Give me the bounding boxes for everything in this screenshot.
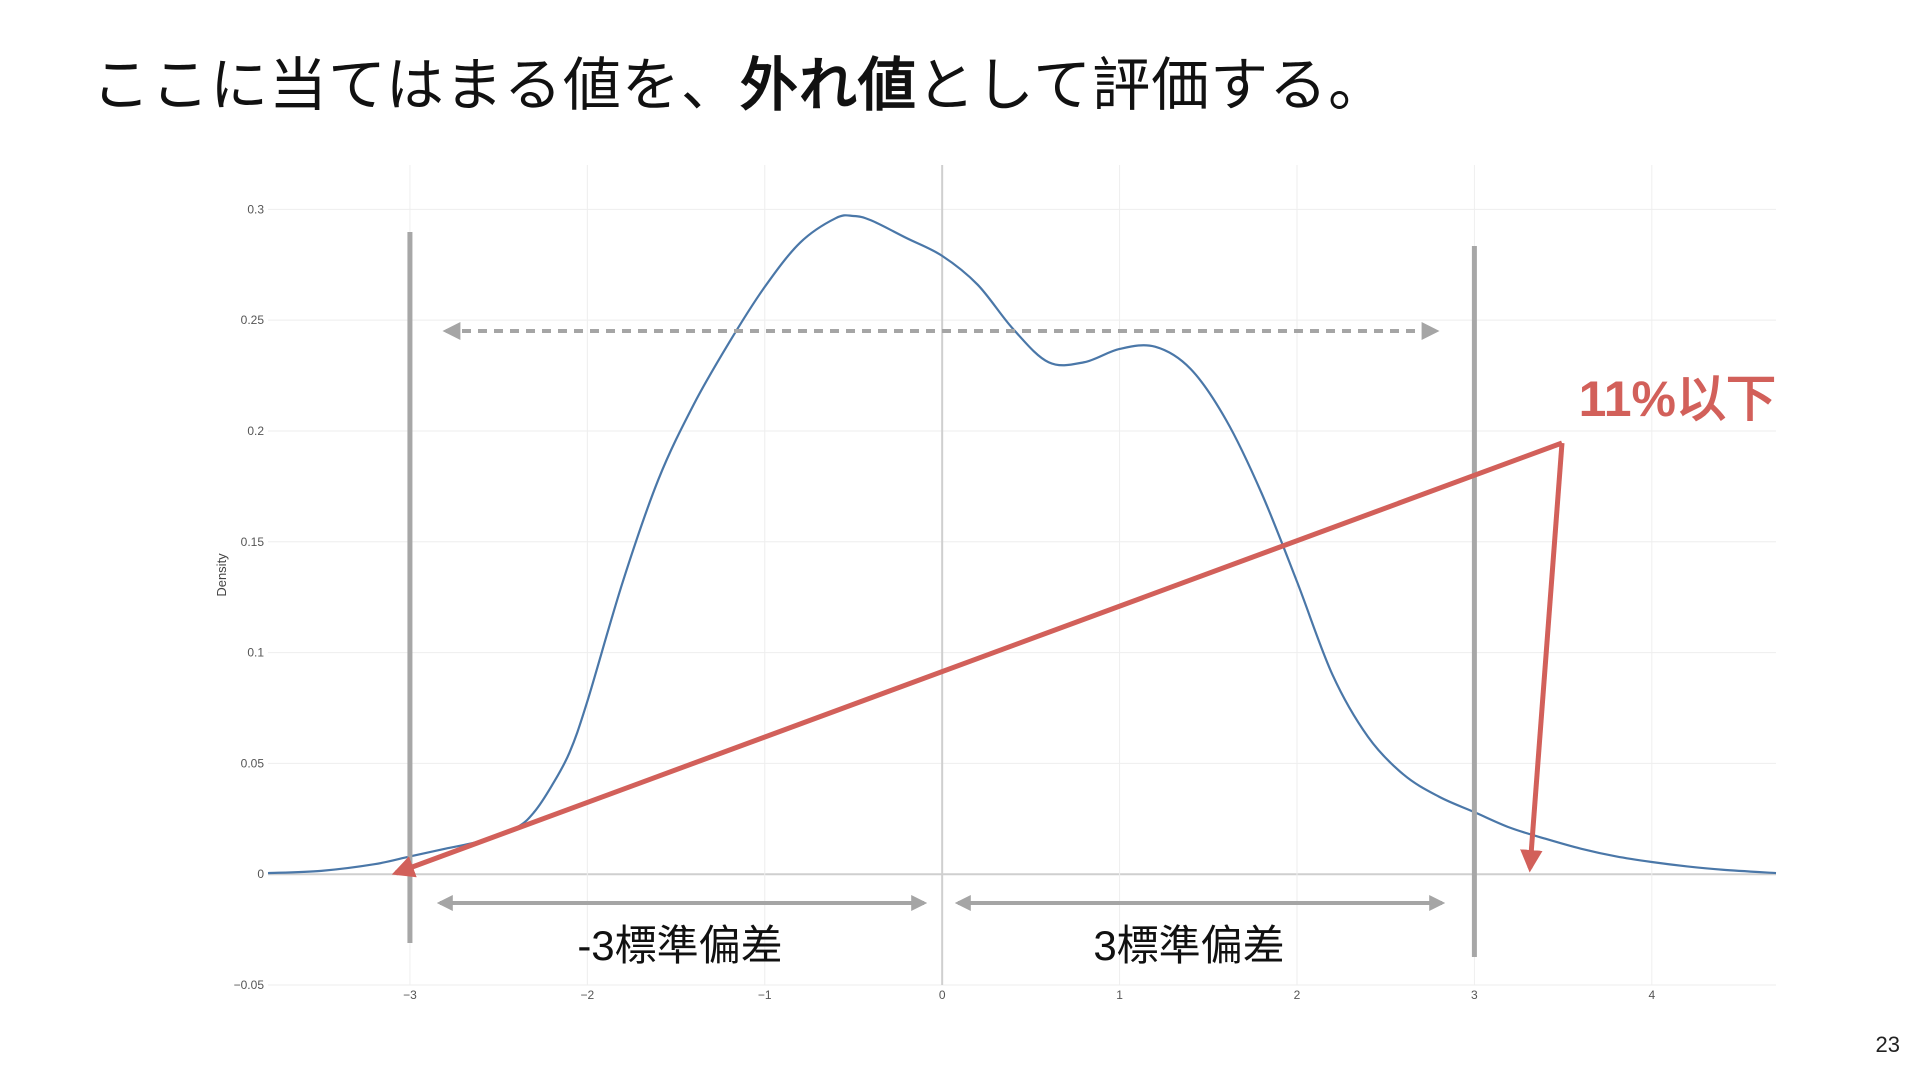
left-range-label: -3標準偏差 bbox=[577, 922, 782, 969]
x-tick-label: −3 bbox=[403, 988, 417, 1002]
page-number: 23 bbox=[1875, 1032, 1900, 1057]
outlier-threshold-label: 11%以下 bbox=[1579, 371, 1776, 427]
axis-tick-labels: −0.05 0 0.05 0.1 0.15 0.2 0.25 0.3 −3 −2 −1 0 1 2 3 4 De… bbox=[214, 202, 1655, 1002]
x-tick-label: 3 bbox=[1471, 988, 1478, 1002]
y-tick-label: 0.05 bbox=[241, 756, 265, 770]
x-tick-label: −1 bbox=[758, 988, 772, 1002]
y-tick-label: 0.3 bbox=[247, 202, 264, 216]
y-tick-label: 0.1 bbox=[247, 646, 264, 660]
x-tick-label: 1 bbox=[1116, 988, 1123, 1002]
y-tick-label: 0.25 bbox=[241, 313, 265, 327]
x-tick-label: 4 bbox=[1648, 988, 1655, 1002]
right-range-label: 3標準偏差 bbox=[1093, 922, 1284, 969]
series-layer bbox=[267, 214, 1777, 875]
x-tick-label: −2 bbox=[580, 988, 594, 1002]
title-part-1: ここに当てはまる値を、 bbox=[92, 51, 740, 119]
x-tick-label: 0 bbox=[939, 988, 946, 1002]
y-tick-label: 0.15 bbox=[241, 535, 265, 549]
slide-title: ここに当てはまる値を、外れ値として評価する。 bbox=[92, 38, 1387, 122]
y-axis-label: Density bbox=[214, 553, 229, 597]
density-curve bbox=[267, 214, 1777, 875]
title-part-2: として評価する。 bbox=[916, 51, 1388, 119]
red-arrow-to-lower-tail bbox=[391, 440, 1563, 878]
annotation-layer: -3標準偏差 3標準偏差 11%以下 bbox=[391, 232, 1776, 969]
y-tick-label: 0.2 bbox=[247, 424, 264, 438]
red-arrow-to-upper-tail bbox=[1520, 442, 1565, 873]
title-bold-term: 外れ値 bbox=[739, 51, 917, 119]
y-tick-label: −0.05 bbox=[234, 978, 265, 992]
y-tick-label: 0 bbox=[257, 867, 264, 881]
x-tick-label: 2 bbox=[1294, 988, 1301, 1002]
